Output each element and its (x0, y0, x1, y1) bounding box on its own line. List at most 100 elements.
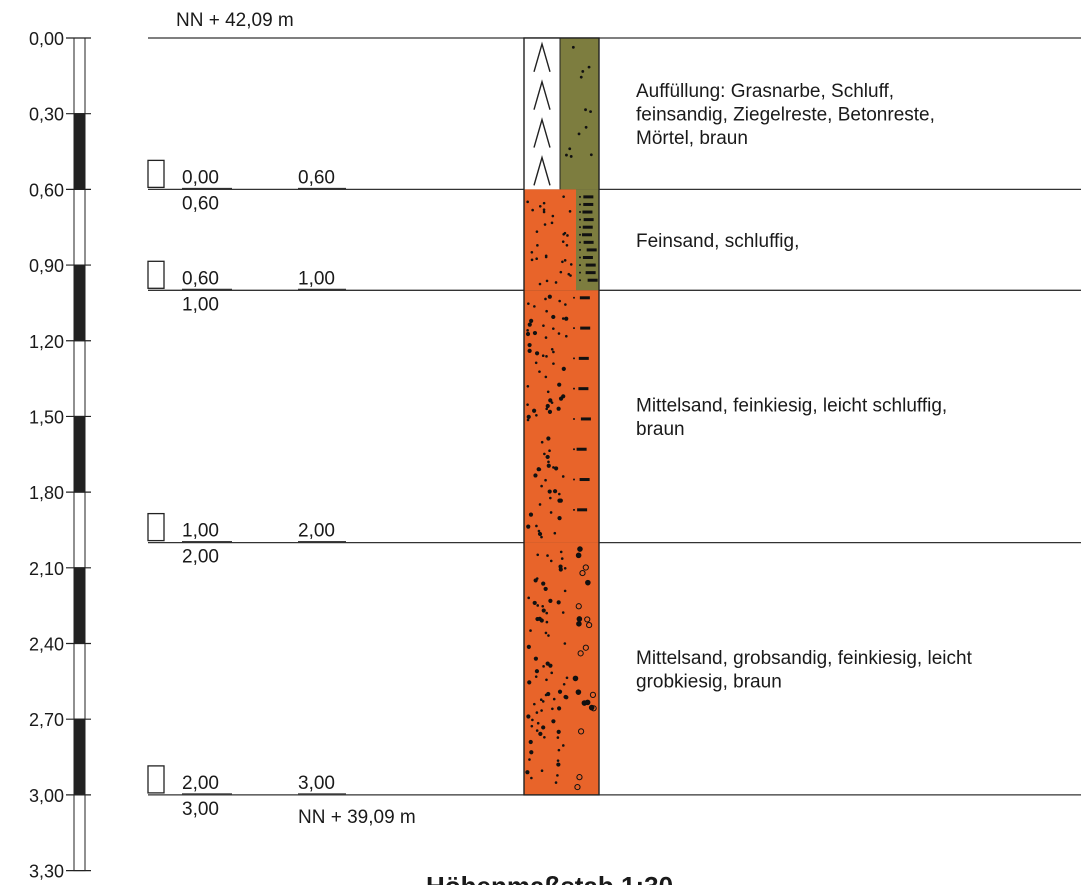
sand-grain-mark (541, 354, 545, 358)
sand-grain-mark (547, 634, 550, 637)
sand-grain-mark (557, 748, 561, 752)
bottom-elevation-label: NN + 39,09 m (298, 807, 416, 828)
sand-grain-mark (568, 210, 572, 213)
gravel-mark (582, 644, 589, 651)
sample-marker (147, 512, 165, 542)
sand-grain-mark (544, 297, 547, 301)
scale-tick-label: 2,10 (29, 559, 64, 579)
scale-segment (73, 340, 86, 417)
sand-grain-mark (538, 370, 541, 373)
sand-grain-mark (526, 403, 529, 406)
silt-dot-mark (579, 271, 581, 274)
sand-grain-mark (540, 484, 543, 488)
sand-grain-mark (544, 375, 548, 379)
sand-grain-mark (562, 232, 565, 236)
sample-top-depth: 1,00 (182, 521, 219, 542)
sand-grain-mark (529, 318, 534, 323)
boundary-depth-label: 3,00 (182, 799, 219, 820)
sand-grain-mark (565, 334, 568, 338)
sand-grain-mark (552, 466, 555, 469)
gravel-mark (575, 689, 582, 695)
silt-dash-mark (585, 271, 596, 275)
sand-grain-mark (527, 348, 532, 353)
silt-dash-mark (576, 447, 587, 451)
sand-grain-mark (556, 736, 560, 739)
sand-grain-mark (548, 663, 553, 668)
sand-grain-mark (540, 440, 544, 444)
silt-dot-mark (579, 203, 581, 206)
gravel-mark (586, 621, 593, 629)
sand-grain-mark (539, 698, 543, 702)
gravel-mark (574, 783, 581, 791)
sand-grain-mark (554, 466, 559, 471)
gravel-mark (582, 564, 589, 571)
sand-grain-mark (556, 600, 561, 605)
layer-side-fill (570, 542, 599, 795)
gravel-mark (576, 616, 583, 622)
silt-dot-mark (579, 248, 581, 251)
scale-tick-label: 1,50 (29, 407, 64, 427)
sand-grain-mark (538, 731, 543, 736)
sand-grain-mark (546, 463, 551, 468)
sand-grain-mark (556, 762, 561, 767)
layer-description-line: Mörtel, braun (636, 128, 748, 149)
sand-grain-mark (561, 317, 565, 320)
sand-grain-mark (535, 257, 538, 260)
sand-grain-mark (542, 201, 546, 205)
sand-grain-mark (549, 511, 553, 514)
soil-column (523, 37, 600, 796)
silt-dot-mark (573, 357, 575, 360)
scale-tick-label: 0,30 (29, 105, 64, 125)
sand-grain-mark (545, 279, 549, 283)
scale-segment (73, 415, 86, 493)
gravel-mark (588, 704, 595, 711)
sample-bottom-depth: 1,00 (298, 268, 335, 289)
sand-grain-mark (564, 695, 569, 700)
sample-marker (147, 260, 165, 289)
sand-grain-mark (551, 314, 556, 320)
sand-grain-mark (556, 774, 559, 777)
scale-tick-label: 3,00 (29, 786, 64, 806)
fill-symbol-mark (533, 154, 551, 186)
silt-dash-mark (586, 248, 597, 252)
sand-grain-mark (540, 709, 543, 712)
sample-top-depth: 0,00 (182, 167, 219, 188)
silt-dash-mark (587, 278, 598, 282)
layer-description-line: braun (636, 419, 685, 440)
silt-dash-mark (583, 218, 594, 222)
sand-grain-mark (563, 567, 567, 570)
sand-grain-mark (545, 678, 548, 682)
sand-grain-mark (557, 516, 562, 521)
layer-description-line: grobkiesig, braun (636, 672, 782, 693)
silt-dash-mark (580, 326, 591, 330)
sand-grain-mark (534, 351, 540, 356)
layer-description-line: Feinsand, schluffig, (636, 231, 799, 252)
silt-dash-mark (580, 417, 591, 421)
gravel-mark (572, 675, 579, 682)
sand-grain-mark (544, 631, 548, 635)
sand-grain-mark (566, 234, 569, 237)
sand-grain-mark (527, 596, 530, 600)
fill-symbol-mark (533, 79, 551, 110)
sand-grain-mark (559, 550, 563, 554)
silt-dash-mark (582, 255, 593, 259)
silt-dot-mark (568, 147, 572, 151)
silt-dot-mark (573, 448, 575, 451)
sand-grain-mark (552, 697, 556, 701)
sample-top-depth: 0,60 (182, 268, 219, 289)
layer-description-line: Mittelsand, grobsandig, feinkiesig, leic… (636, 648, 973, 669)
scale-segment (73, 113, 86, 190)
sand-grain-mark (535, 577, 539, 580)
sand-grain-mark (562, 682, 566, 686)
sand-grain-mark (561, 611, 565, 614)
silt-dot-mark (584, 125, 588, 129)
sand-grain-mark (538, 204, 542, 208)
sand-grain-mark (535, 413, 538, 417)
sand-grain-mark (530, 258, 534, 262)
sand-grain-mark (535, 230, 539, 233)
sand-grain-mark (542, 208, 546, 211)
gravel-mark (579, 569, 586, 577)
scale-segment (73, 643, 86, 720)
gravel-mark (584, 699, 591, 706)
